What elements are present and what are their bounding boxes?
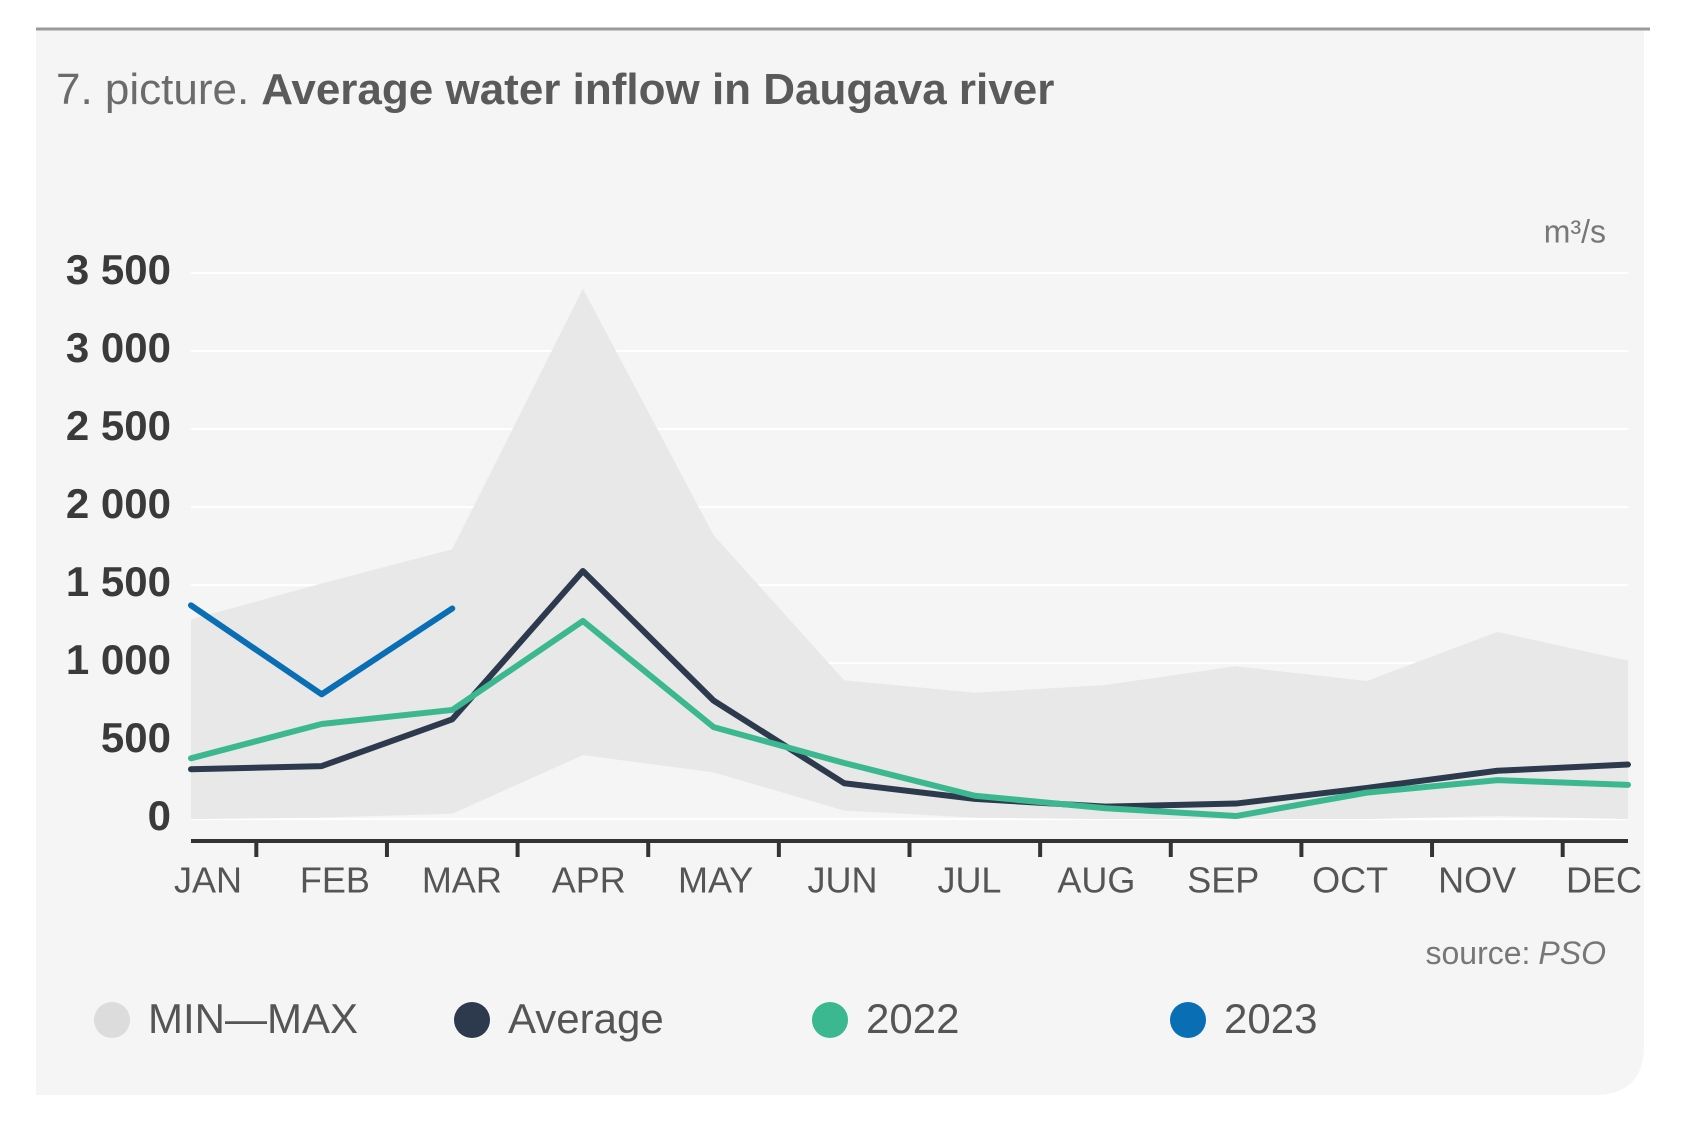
legend-swatch <box>812 1002 848 1038</box>
series-line <box>188 617 1631 820</box>
y-tick-label: 2 500 <box>66 402 171 449</box>
legend-swatch <box>94 1002 130 1038</box>
legend-label: 2023 <box>1224 995 1317 1042</box>
x-tick-label: FEB <box>300 860 370 901</box>
title-text: Average water inflow in Daugava river <box>261 65 1054 114</box>
legend-swatch <box>1170 1002 1206 1038</box>
y-tick-label: 1 000 <box>66 636 171 683</box>
min-max-band <box>191 288 1628 820</box>
y-tick-label: 500 <box>101 714 171 761</box>
x-tick-label: JUL <box>937 860 1001 901</box>
series-line <box>188 568 1631 810</box>
x-tick-label: JAN <box>174 860 242 901</box>
y-tick-label: 3 000 <box>66 324 171 371</box>
y-tick-label: 2 000 <box>66 480 171 527</box>
x-tick-label: OCT <box>1312 860 1388 901</box>
y-tick-label: 1 500 <box>66 558 171 605</box>
x-tick-label: JUN <box>808 860 878 901</box>
figure-label: 7. picture. <box>56 65 249 114</box>
x-tick-label: DEC <box>1566 860 1642 901</box>
panel <box>36 29 1644 1095</box>
legend-swatch <box>454 1002 490 1038</box>
chart-title: 7. picture. Average water inflow in Dauga… <box>56 65 1054 114</box>
legend-label: MIN—MAX <box>148 995 358 1042</box>
x-tick-label: APR <box>552 860 626 901</box>
y-unit: m³/s <box>1544 213 1606 249</box>
source-name: PSO <box>1538 935 1606 971</box>
legend-label: Average <box>508 995 664 1042</box>
x-tick-label: NOV <box>1438 860 1516 901</box>
series-line <box>188 602 456 698</box>
source: source: PSO <box>1425 935 1606 971</box>
source-label: source: <box>1425 935 1530 971</box>
x-tick-label: MAR <box>422 860 502 901</box>
legend-label: 2022 <box>866 995 959 1042</box>
y-tick-label: 3 500 <box>66 246 171 293</box>
x-tick-label: MAY <box>678 860 753 901</box>
x-tick-label: AUG <box>1057 860 1135 901</box>
y-tick-label: 0 <box>148 792 171 839</box>
x-tick-label: SEP <box>1187 860 1259 901</box>
